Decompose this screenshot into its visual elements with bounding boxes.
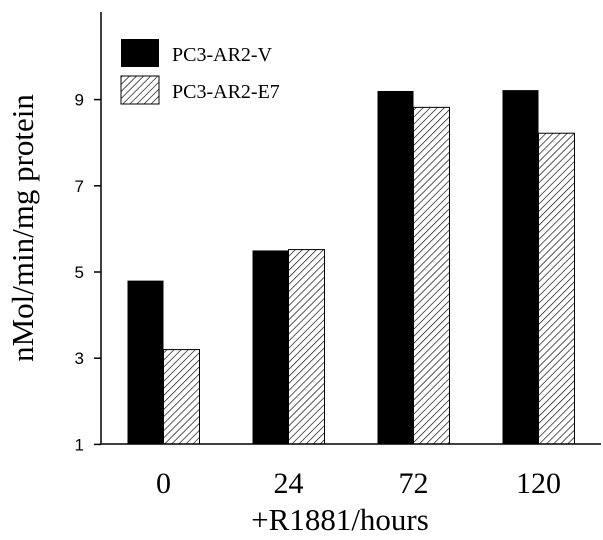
x-tick-label: 120 <box>516 467 561 500</box>
x-tick-label: 24 <box>274 467 304 500</box>
y-tick-label: 7 <box>75 177 84 196</box>
y-ticks-group: 1 3 5 7 9 <box>75 91 101 454</box>
bar-series-1-cat-24 <box>252 250 289 444</box>
legend-label-series-1: PC3-AR2-V <box>172 44 273 66</box>
bars-group <box>127 90 575 445</box>
bar-series-2-cat-24 <box>288 249 325 445</box>
bar-series-1-cat-120 <box>502 90 539 445</box>
y-tick-label: 3 <box>75 349 84 368</box>
y-tick-label: 9 <box>75 91 84 110</box>
x-axis-title: +R1881/hours <box>251 502 429 537</box>
x-tick-label: 72 <box>399 467 429 500</box>
y-tick-label: 1 <box>75 435 84 454</box>
y-axis-title: nMol/min/mg protein <box>5 94 40 362</box>
legend-swatch-series-1 <box>121 39 159 67</box>
legend-label-series-2: PC3-AR2-E7 <box>172 81 280 103</box>
y-tick-label: 5 <box>75 263 84 282</box>
legend: PC3-AR2-V PC3-AR2-E7 <box>120 39 280 105</box>
bar-series-1-cat-72 <box>377 90 414 444</box>
bar-series-2-cat-120 <box>538 132 575 445</box>
bar-series-2-cat-72 <box>413 106 450 445</box>
bar-series-2-cat-0 <box>163 349 200 445</box>
x-tick-label: 0 <box>156 467 171 500</box>
bar-series-1-cat-0 <box>127 280 164 444</box>
x-tick-labels-group: 0 24 72 120 <box>156 467 561 500</box>
legend-swatch-series-2 <box>120 75 160 105</box>
